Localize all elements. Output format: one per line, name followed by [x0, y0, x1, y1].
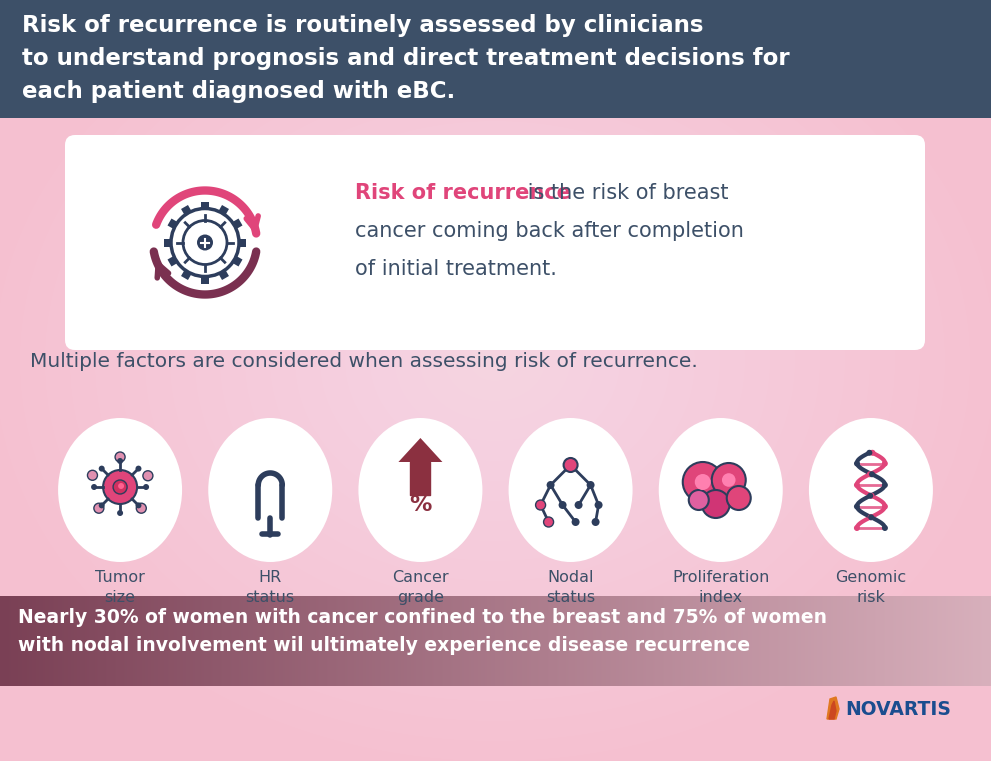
Circle shape — [117, 510, 123, 516]
Circle shape — [99, 502, 105, 508]
Text: Proliferation
index: Proliferation index — [672, 570, 769, 605]
Polygon shape — [167, 256, 177, 266]
Polygon shape — [219, 270, 229, 280]
Circle shape — [118, 483, 124, 489]
Circle shape — [866, 450, 872, 456]
Ellipse shape — [208, 418, 332, 562]
Circle shape — [695, 474, 711, 490]
Circle shape — [91, 484, 97, 490]
Circle shape — [882, 525, 888, 531]
Polygon shape — [219, 205, 229, 215]
Text: Genomic
risk: Genomic risk — [835, 570, 907, 605]
Polygon shape — [201, 276, 209, 284]
Circle shape — [722, 473, 735, 487]
Circle shape — [882, 504, 888, 510]
Circle shape — [882, 482, 888, 488]
Circle shape — [136, 466, 142, 472]
Text: Multiple factors are considered when assessing risk of recurrence.: Multiple factors are considered when ass… — [30, 352, 698, 371]
Circle shape — [559, 501, 567, 509]
Text: Risk of recurrence: Risk of recurrence — [355, 183, 571, 203]
Circle shape — [544, 517, 554, 527]
Circle shape — [103, 470, 137, 504]
Circle shape — [99, 466, 105, 472]
Text: Tumor
size: Tumor size — [95, 570, 145, 605]
Circle shape — [726, 486, 751, 510]
Ellipse shape — [508, 418, 632, 562]
Circle shape — [535, 500, 546, 510]
Circle shape — [702, 490, 729, 518]
Polygon shape — [201, 202, 209, 209]
Circle shape — [197, 234, 213, 250]
Polygon shape — [233, 218, 243, 229]
FancyBboxPatch shape — [65, 135, 925, 350]
Ellipse shape — [359, 418, 483, 562]
Circle shape — [575, 501, 583, 509]
FancyBboxPatch shape — [0, 0, 991, 118]
Polygon shape — [829, 701, 836, 719]
Text: cancer coming back after completion: cancer coming back after completion — [355, 221, 744, 241]
Text: NOVARTIS: NOVARTIS — [845, 700, 951, 719]
Circle shape — [683, 462, 722, 502]
Circle shape — [854, 525, 860, 531]
Polygon shape — [398, 438, 442, 462]
Circle shape — [854, 482, 860, 488]
Circle shape — [595, 501, 603, 509]
Circle shape — [689, 490, 709, 510]
Circle shape — [113, 480, 127, 494]
Circle shape — [869, 450, 875, 456]
Circle shape — [587, 481, 595, 489]
Text: %: % — [409, 495, 432, 515]
Circle shape — [868, 493, 875, 498]
Circle shape — [137, 503, 147, 513]
Circle shape — [547, 481, 555, 489]
Circle shape — [572, 518, 580, 526]
Polygon shape — [181, 270, 191, 280]
Circle shape — [868, 514, 874, 521]
Circle shape — [115, 452, 125, 462]
Text: Nodal
status: Nodal status — [546, 570, 596, 605]
Circle shape — [854, 504, 860, 510]
Circle shape — [712, 463, 746, 497]
Circle shape — [869, 471, 875, 477]
Circle shape — [136, 502, 142, 508]
Text: HR
status: HR status — [246, 570, 294, 605]
Circle shape — [867, 471, 873, 477]
Polygon shape — [233, 256, 243, 266]
Circle shape — [854, 460, 860, 466]
Polygon shape — [164, 238, 171, 247]
Text: Risk of recurrence is routinely assessed by clinicians
to understand prognosis a: Risk of recurrence is routinely assessed… — [22, 14, 790, 103]
Circle shape — [867, 493, 873, 498]
Ellipse shape — [58, 418, 182, 562]
Text: of initial treatment.: of initial treatment. — [355, 259, 557, 279]
Text: is the risk of breast: is the risk of breast — [520, 183, 728, 203]
Circle shape — [94, 503, 104, 513]
Text: Nearly 30% of women with cancer confined to the breast and 75% of women
with nod: Nearly 30% of women with cancer confined… — [18, 608, 827, 655]
Circle shape — [882, 460, 888, 466]
Circle shape — [868, 514, 874, 521]
Circle shape — [143, 484, 149, 490]
Circle shape — [592, 518, 600, 526]
Polygon shape — [827, 697, 839, 719]
Circle shape — [143, 471, 153, 481]
Circle shape — [564, 458, 578, 472]
Ellipse shape — [809, 418, 933, 562]
Polygon shape — [167, 218, 177, 229]
Circle shape — [117, 458, 123, 464]
Ellipse shape — [659, 418, 783, 562]
Polygon shape — [239, 238, 246, 247]
Polygon shape — [181, 205, 191, 215]
Text: Cancer
grade: Cancer grade — [392, 570, 449, 605]
Circle shape — [87, 470, 97, 480]
